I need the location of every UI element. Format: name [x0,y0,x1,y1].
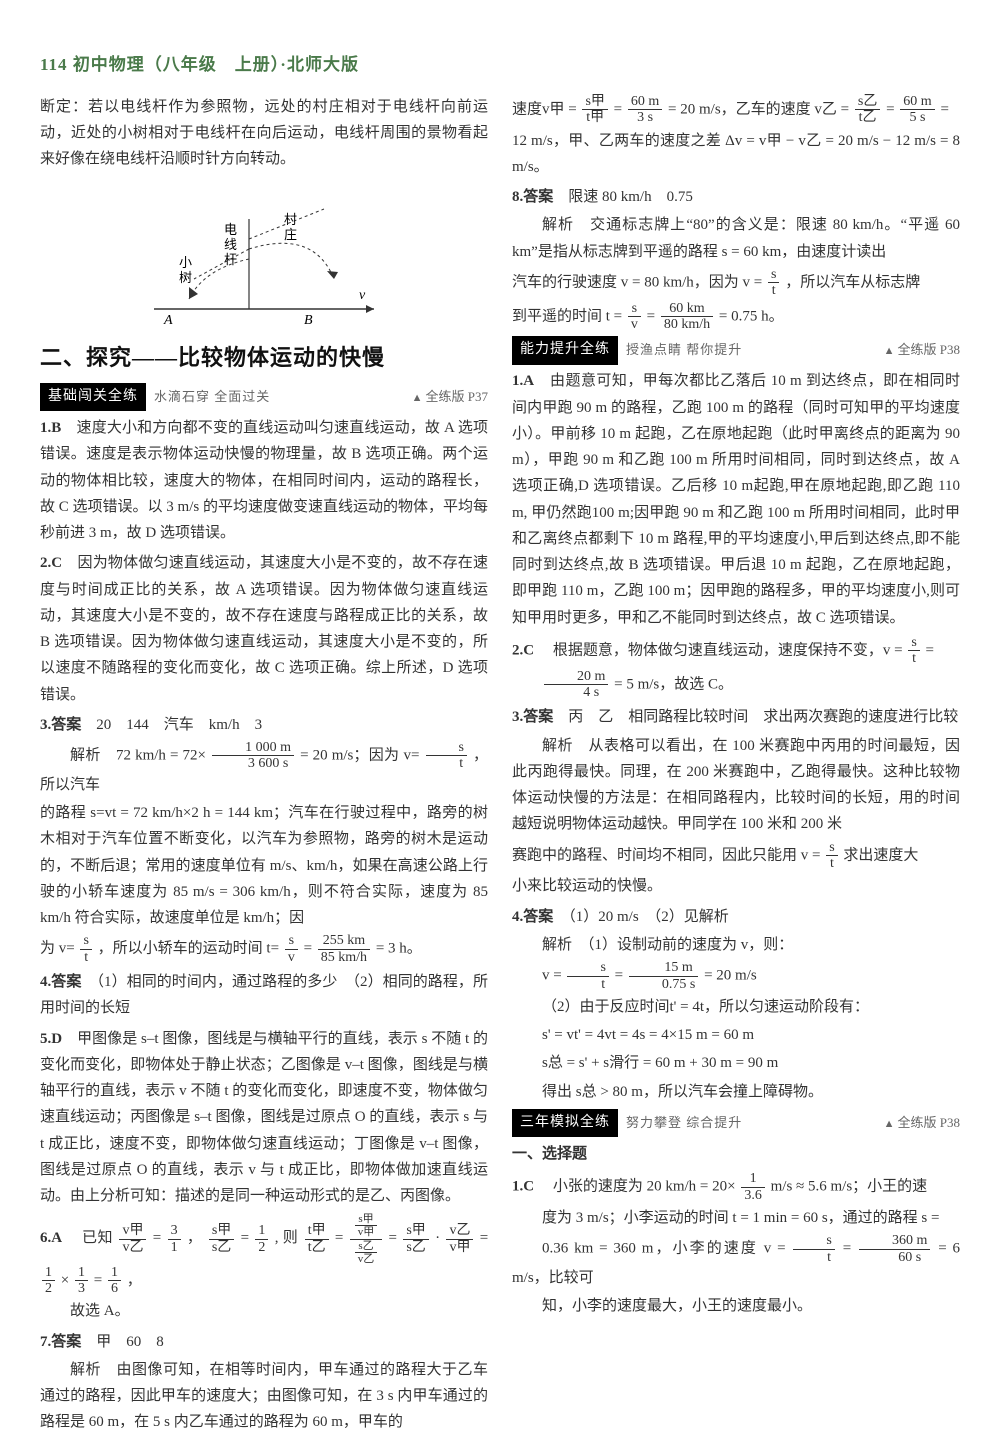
ability-q4-l1: 解析 （1）设制动前的速度为 v，则： [512,932,960,958]
ability-q4-l3: （2）由于反应时间t' = 4t，所以匀速运动阶段有： [512,994,960,1020]
mock-q1-c: 度为 3 m/s；小李运动的时间 t = 1 min = 60 s，通过的路程 … [512,1205,960,1231]
mock-q1: 1.C 小张的速度为 20 km/h = 20× 13.6 m/s ≈ 5.6 … [512,1171,960,1203]
ability-q3-expl-a: 解析 从表格可以看出，在 100 米赛跑中丙用的时间最短，因此丙跑得最快。同理，… [512,733,960,838]
section-title: 二、探究——比较物体运动的快慢 [40,339,488,378]
bar-tag: 基础闯关全练 [40,383,146,412]
bar-pageref: 全练版 P38 [884,1112,960,1135]
label-pole: 电 [224,222,237,237]
mock-q1-e: 知，小李的速度最大，小王的速度最小。 [512,1293,960,1319]
svg-text:线: 线 [224,237,237,252]
q6-end: 故选 A。 [40,1298,488,1324]
bar-subtitle: 水滴石穿 全面过关 [154,386,412,409]
label-v: v [359,288,366,303]
bar-subtitle: 授渔点睛 帮你提升 [626,339,884,362]
q3-explanation: 解析 72 km/h = 72× 1 000 m3 600 s = 20 m/s… [40,740,488,798]
ability-q4-l2: v = st = 15 m0.75 s = 20 m/s [512,960,960,992]
question-3: 3.答案 20 144 汽车 km/h 3 [40,712,488,738]
ability-q4-l4: s' = vt' = 4vt = 4s = 4×15 m = 60 m [512,1022,960,1048]
ability-q3: 3.答案 丙 乙 相同路程比较时间 求出两次赛跑的速度进行比较 [512,704,960,730]
q7-line2: 12 m/s，甲、乙两车的速度之差 Δv = v甲 − v乙 = 20 m/s … [512,128,960,181]
question-7: 7.答案 甲 60 8 [40,1329,488,1355]
page-header: 114 初中物理（八年级 上册）·北师大版 [40,50,960,80]
page-number: 114 [40,55,68,74]
ability-q1: 1.A 由题意可知，甲每次都比乙落后 10 m 到达终点，即在相同时间内甲跑 9… [512,368,960,631]
bar-tag: 能力提升全练 [512,336,618,365]
question-5: 5.D 甲图像是 s–t 图像，图线是与横轴平行的直线，表示 s 不随 t 的变… [40,1026,488,1210]
ability-q3-expl-b: 赛跑中的路程、时间均不相同，因此只能用 v = st 求出速度大 [512,840,960,872]
mock-q1-d: 0.36 km = 360 m，小李的速度 v = st = 360 m60 s… [512,1233,960,1291]
q7-explanation: 解析 由图像可知，在相等时间内，甲车通过的路程大于乙车通过的路程，因此甲车的速度… [40,1357,488,1436]
reference-frame-diagram: A B v 电 线 杆 村 庄 小 树 [40,179,488,329]
label-village: 村 [284,212,297,227]
question-8: 8.答案 限速 80 km/h 0.75 [512,184,960,210]
q8-expl-d: 到平遥的时间 t = sv = 60 km80 km/h = 0.75 h。 [512,301,960,333]
bar-pageref: 全练版 P37 [412,386,488,409]
basic-practice-bar: 基础闯关全练 水滴石穿 全面过关 全练版 P37 [40,385,488,409]
question-2: 2.C 因为物体做匀速直线运动，其速度大小是不变的，故不存在速度与时间成正比的关… [40,550,488,708]
label-a: A [163,313,173,328]
ability-q3-expl-d: 小来比较运动的快慢。 [512,873,960,899]
label-tree: 小 [179,255,192,270]
ability-q4-l6: 得出 s总 > 80 m，所以汽车会撞上障碍物。 [512,1079,960,1105]
svg-text:树: 树 [179,270,192,285]
svg-text:庄: 庄 [284,227,297,242]
ability-practice-bar: 能力提升全练 授渔点睛 帮你提升 全练版 P38 [512,338,960,362]
q3-line2: 的路程 s=vt = 72 km/h×2 h = 144 km；汽车在行驶过程中… [40,800,488,931]
question-6: 6.A 已知 v甲v乙 = 31 ， s甲s乙 = 12 , 则 t甲t乙 = … [40,1213,488,1296]
question-1: 1.B 速度大小和方向都不变的直线运动叫匀速直线运动，故 A 选项错误。速度是表… [40,415,488,546]
ability-q2-cont: 20 m4 s = 5 m/s，故选 C。 [512,669,960,701]
question-4: 4.答案 （1）相同的时间内，通过路程的多少 （2）相同的路程，所用时间的长短 [40,969,488,1022]
intro-paragraph: 断定：若以电线杆作为参照物，远处的村庄相对于电线杆向前运动，近处的小树相对于电线… [40,94,488,173]
book-title: 初中物理（八年级 上册）·北师大版 [73,55,359,74]
ability-q4: 4.答案 （1）20 m/s （2）见解析 [512,904,960,930]
q8-expl-b: 汽车的行驶速度 v = 80 km/h，因为 v = st ，所以汽车从标志牌 [512,267,960,299]
three-year-practice-bar: 三年模拟全练 努力攀登 综合提升 全练版 P38 [512,1111,960,1135]
q7-continuation: 速度v甲 = s甲t甲 = 60 m3 s = 20 m/s，乙车的速度 v乙 … [512,94,960,126]
q3-line3: 为 v= st ，所以小轿车的运动时间 t= sv = 255 km85 km/… [40,933,488,965]
q8-expl-a: 解析 交通标志牌上“80”的含义是：限速 80 km/h。“平遥 60 km”是… [512,212,960,265]
bar-subtitle: 努力攀登 综合提升 [626,1112,884,1135]
label-b: B [304,313,313,328]
left-column: 断定：若以电线杆作为参照物，远处的村庄相对于电线杆向前运动，近处的小树相对于电线… [40,94,488,1438]
subsection-heading: 一、选择题 [512,1141,960,1167]
bar-tag: 三年模拟全练 [512,1109,618,1138]
right-column: 速度v甲 = s甲t甲 = 60 m3 s = 20 m/s，乙车的速度 v乙 … [512,94,960,1438]
ability-q2: 2.C 根据题意，物体做匀速直线运动，速度保持不变，v = st = [512,635,960,667]
ability-q4-l5: s总 = s' + s滑行 = 60 m + 30 m = 90 m [512,1050,960,1076]
bar-pageref: 全练版 P38 [884,339,960,362]
two-column-layout: 断定：若以电线杆作为参照物，远处的村庄相对于电线杆向前运动，近处的小树相对于电线… [40,94,960,1438]
